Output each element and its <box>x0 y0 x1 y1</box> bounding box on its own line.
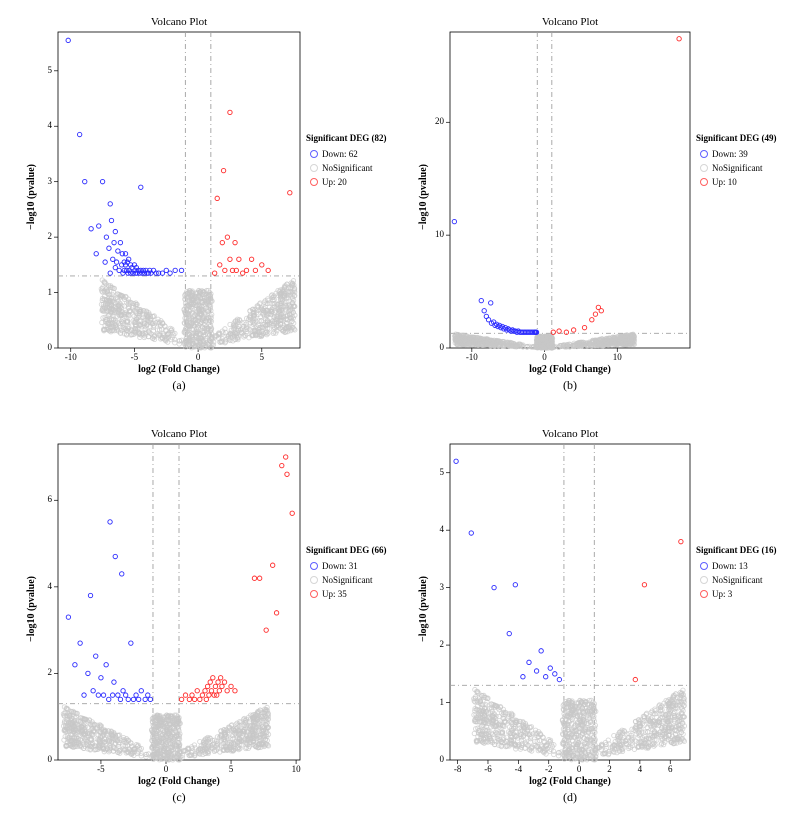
y-axis-label: −log10 (pvalue) <box>26 576 37 642</box>
legend-item-up: Up: 3 <box>696 587 777 601</box>
subplot-label: (b) <box>450 378 690 393</box>
y-axis-label: −log10 (pvalue) <box>418 576 429 642</box>
panel-d: -8-6-4-20246012345Volcano Plotlog2 (Fold… <box>400 422 780 822</box>
x-axis-label: log2 (Fold Change) <box>58 364 300 375</box>
subplot-label: (a) <box>58 378 300 393</box>
points-ns <box>99 278 297 350</box>
legend-title: Significant DEG (16) <box>696 545 777 555</box>
xtick: 2 <box>599 764 619 774</box>
y-axis-label: −log10 (pvalue) <box>418 164 429 230</box>
legend-title: Significant DEG (82) <box>306 133 387 143</box>
volcano-plot-b <box>400 10 780 410</box>
plot-title: Volcano Plot <box>450 16 690 28</box>
legend: Significant DEG (16) Down: 13NoSignifican… <box>696 545 777 601</box>
xtick: 6 <box>660 764 680 774</box>
xtick: 0 <box>188 352 208 362</box>
legend-item-up: Up: 20 <box>306 175 387 189</box>
points-up <box>633 539 683 681</box>
ytick: 4 <box>440 524 445 534</box>
xtick: 0 <box>569 764 589 774</box>
xtick: -2 <box>539 764 559 774</box>
ytick: 0 <box>440 754 445 764</box>
legend-title: Significant DEG (66) <box>306 545 387 555</box>
xtick: -4 <box>508 764 528 774</box>
legend-item-ns: NoSignificant <box>306 573 387 587</box>
xtick: -8 <box>448 764 468 774</box>
figure: -10 -5 0 5 0 1 2 3 4 5 Volcano Plot log2 (Fold Chan… <box>0 0 785 832</box>
points-up <box>179 455 294 702</box>
legend: Significant DEG (66) Down: 31NoSignifican… <box>306 545 387 601</box>
ytick: 10 <box>435 229 444 239</box>
points-down <box>66 38 184 275</box>
xtick: 5 <box>221 764 241 774</box>
ytick: 4 <box>48 581 53 591</box>
plot-title: Volcano Plot <box>58 16 300 28</box>
ytick: 0 <box>440 342 445 352</box>
ytick: 0 <box>48 754 53 764</box>
xtick: 0 <box>156 764 176 774</box>
xtick: 4 <box>630 764 650 774</box>
ytick: 2 <box>48 667 53 677</box>
xtick: -6 <box>478 764 498 774</box>
points-down <box>66 520 152 702</box>
legend-item-down: Down: 13 <box>696 559 777 573</box>
legend-item-down: Down: 39 <box>696 147 777 161</box>
xtick: 10 <box>607 352 627 362</box>
xtick: -5 <box>124 352 144 362</box>
xtick: 10 <box>286 764 306 774</box>
subplot-label: (c) <box>58 790 300 805</box>
panel-c: -5 0 5 10 0 2 4 6 Volcano Plot log2 (Fold Change)… <box>10 422 390 822</box>
points-ns <box>472 687 687 762</box>
legend-item-ns: NoSignificant <box>696 161 777 175</box>
ytick: 1 <box>440 697 445 707</box>
ytick: 0 <box>48 342 53 352</box>
points-ns <box>453 332 637 350</box>
ytick: 3 <box>440 582 445 592</box>
x-axis-label: log2 (Fold Change) <box>58 776 300 787</box>
ytick: 5 <box>48 65 53 75</box>
ytick: 1 <box>48 287 53 297</box>
points-up <box>212 110 292 275</box>
legend-item-ns: NoSignificant <box>306 161 387 175</box>
xtick: 0 <box>535 352 555 362</box>
legend-item-down: Down: 62 <box>306 147 387 161</box>
xtick: -10 <box>462 352 482 362</box>
ytick: 2 <box>48 231 53 241</box>
points-down <box>452 219 539 334</box>
x-axis-label: log2 (Fold Change) <box>450 776 690 787</box>
xtick: -5 <box>91 764 111 774</box>
ytick: 6 <box>48 494 53 504</box>
points-up <box>551 37 681 335</box>
points-down <box>454 459 562 682</box>
legend-item-ns: NoSignificant <box>696 573 777 587</box>
ytick: 4 <box>48 120 53 130</box>
ytick: 5 <box>440 467 445 477</box>
plot-title: Volcano Plot <box>450 428 690 440</box>
panel-b: -10 0 10 0 10 20 Volcano Plot log2 (Fold Change… <box>400 10 780 410</box>
legend-item-up: Up: 10 <box>696 175 777 189</box>
y-axis-label: −log10 (pvalue) <box>26 164 37 230</box>
ytick: 20 <box>435 116 444 126</box>
legend-item-up: Up: 35 <box>306 587 387 601</box>
legend: Significant DEG (49) Down: 39NoSignifican… <box>696 133 777 189</box>
subplot-label: (d) <box>450 790 690 805</box>
ytick: 2 <box>440 639 445 649</box>
legend-item-down: Down: 31 <box>306 559 387 573</box>
x-axis-label: log2 (Fold Change) <box>450 364 690 375</box>
panel-a: -10 -5 0 5 0 1 2 3 4 5 Volcano Plot log2 (Fold Chan… <box>10 10 390 410</box>
xtick: 5 <box>252 352 272 362</box>
legend: Significant DEG (82) Down: 62NoSignifican… <box>306 133 387 189</box>
legend-title: Significant DEG (49) <box>696 133 777 143</box>
plot-title: Volcano Plot <box>58 428 300 440</box>
volcano-plot-a <box>10 10 390 410</box>
ytick: 3 <box>48 176 53 186</box>
points-ns <box>61 705 270 762</box>
volcano-plot-d <box>400 422 780 822</box>
volcano-plot-c <box>10 422 390 822</box>
xtick: -10 <box>61 352 81 362</box>
